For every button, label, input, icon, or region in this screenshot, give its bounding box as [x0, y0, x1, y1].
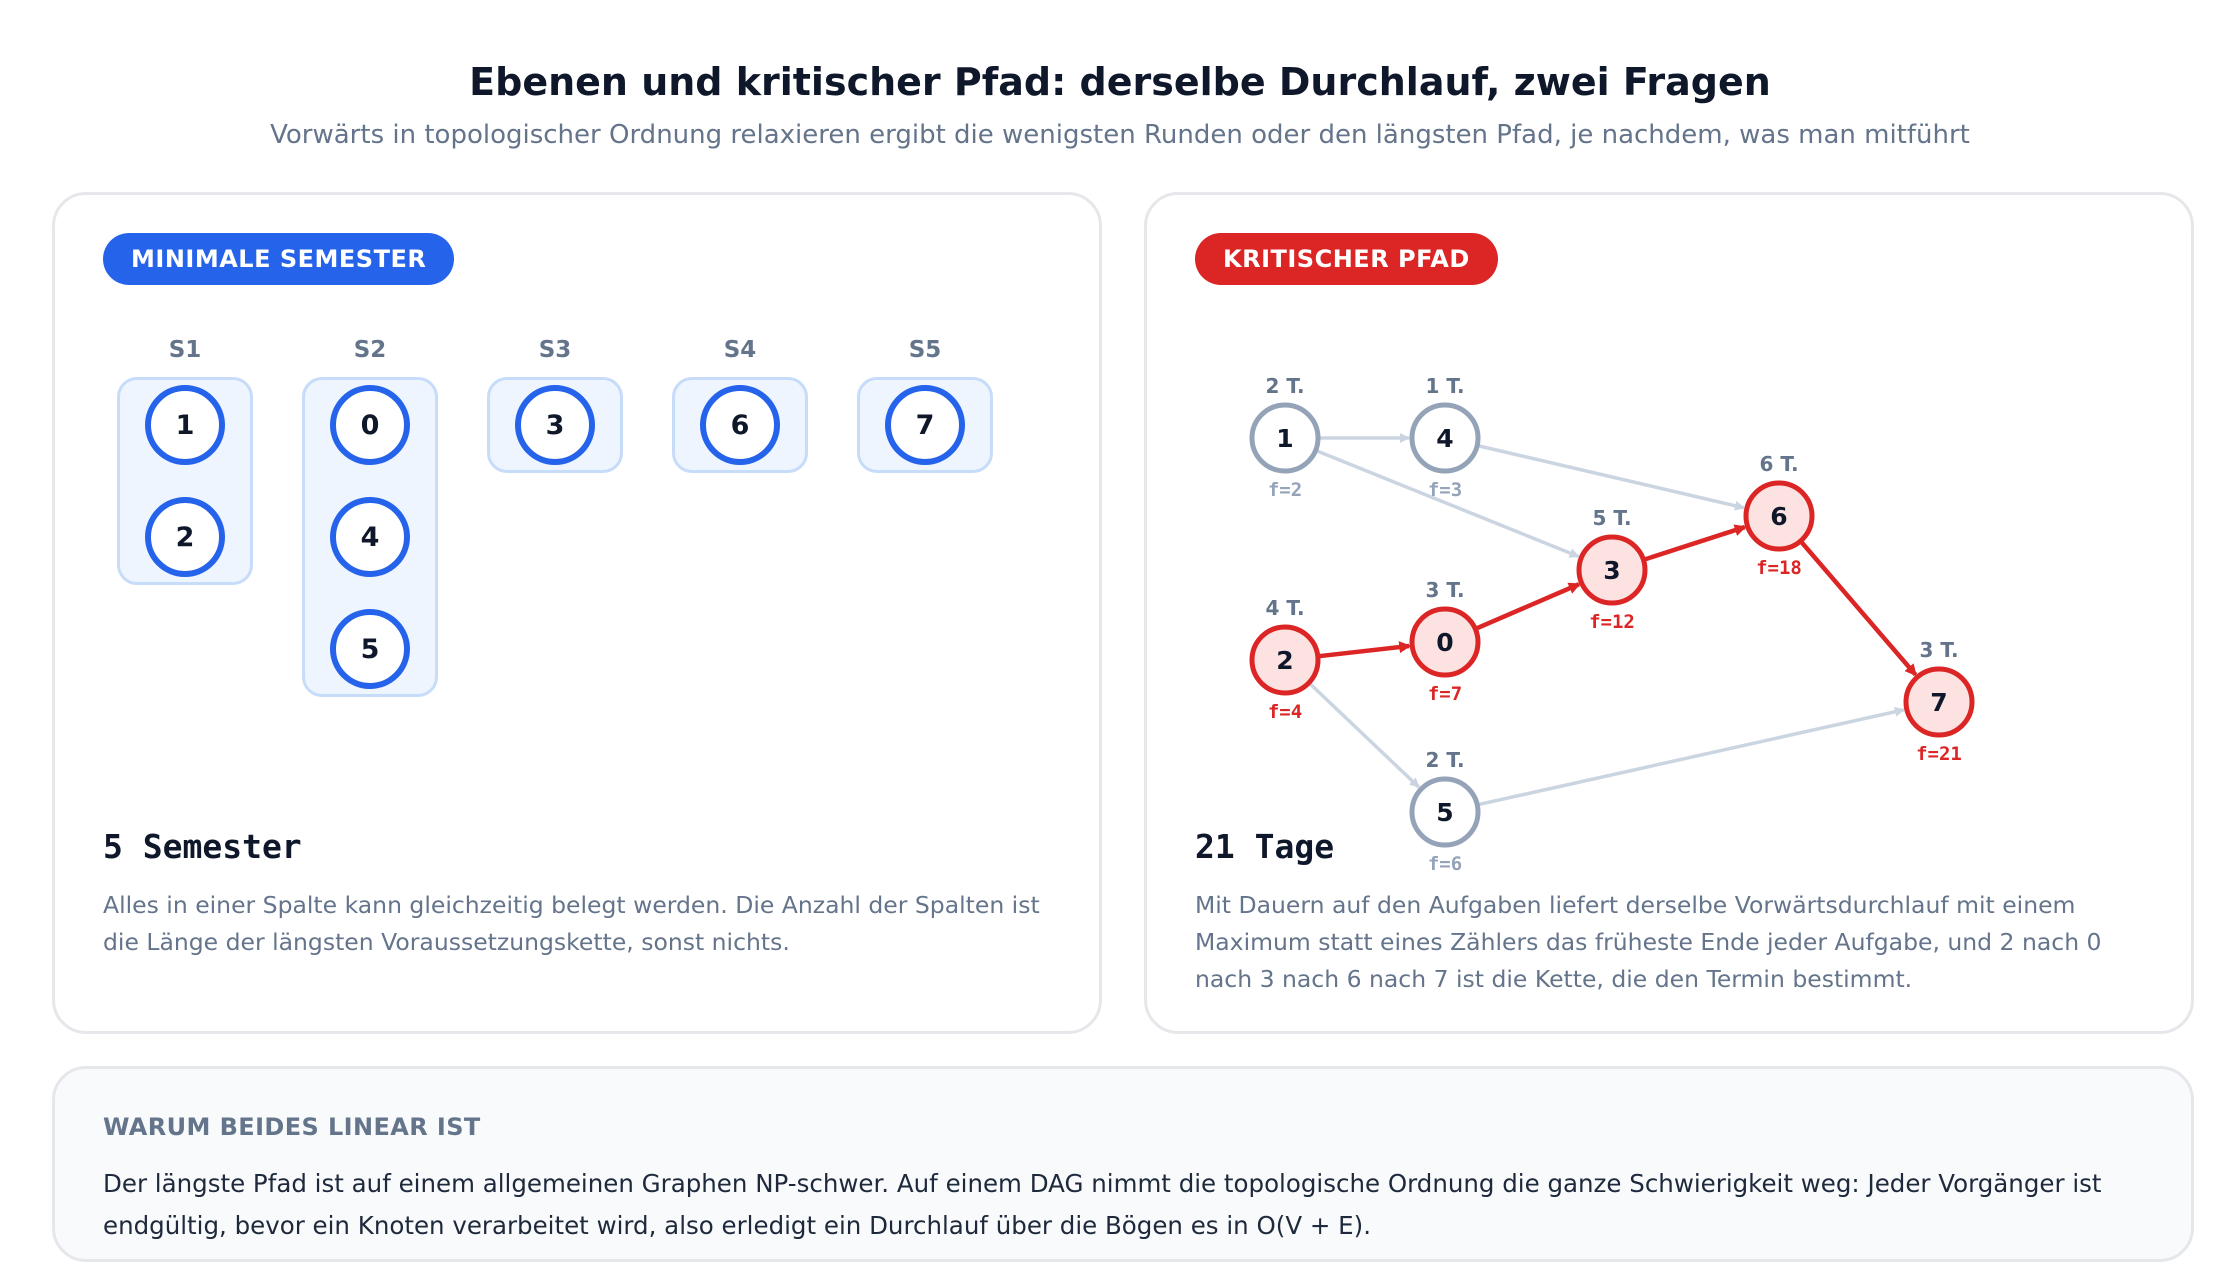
linear-explanation-text: Der längste Pfad ist auf einem allgemein…: [103, 1169, 2102, 1240]
semester-label-s1: S1: [168, 337, 202, 363]
critical-path-result: 21 Tage: [1195, 827, 1335, 866]
task-node-id: 2: [1276, 646, 1293, 675]
task-duration-label: 6 T.: [1759, 452, 1798, 476]
task-node-5: 5 2 T. f=6: [1409, 748, 1481, 875]
page-subtitle: Vorwärts in topologischer Ordnung relaxi…: [270, 120, 1970, 150]
task-finish-label: f=21: [1916, 743, 1962, 765]
task-node-circle-6: [1743, 480, 1815, 552]
task-duration-label: 2 T.: [1425, 748, 1464, 772]
task-node-id: 7: [1930, 688, 1947, 717]
task-duration-label: 1 T.: [1425, 374, 1464, 398]
task-node-circle-2: [1249, 624, 1321, 696]
task-finish-label: f=18: [1756, 557, 1802, 579]
task-node-id: 3: [1603, 556, 1620, 585]
task-node-circle-1: [1249, 402, 1321, 474]
critical-path-description: Mit Dauern auf den Aufgaben liefert ders…: [1195, 891, 2102, 993]
edge-3-6: [1642, 524, 1747, 562]
task-node-3: 3 5 T. f=12: [1576, 506, 1648, 633]
edge-6-7: [1798, 539, 1918, 677]
edge-1-3: [1314, 448, 1580, 559]
critical-path-panel: KRITISCHER PFAD 1 2 T. f=2 4 1 T. f=3 6 6 T. f=1…: [1144, 192, 2194, 1034]
task-node-circle-3: [1576, 534, 1648, 606]
task-node-7: 7 3 T. f=21: [1903, 638, 1975, 765]
task-duration-label: 5 T.: [1592, 506, 1631, 530]
task-node-circle-7: [1903, 666, 1975, 738]
task-finish-label: f=7: [1428, 683, 1462, 705]
semester-node-0: 0: [330, 385, 410, 465]
task-node-id: 4: [1436, 424, 1453, 453]
semester-result: 5 Semester: [103, 827, 302, 866]
task-finish-label: f=6: [1428, 853, 1462, 875]
critical-path-badge: KRITISCHER PFAD: [1195, 233, 1498, 285]
semester-description: Alles in einer Spalte kann gleichzeitig …: [103, 891, 1040, 956]
semester-label-s3: S3: [538, 337, 572, 363]
critical-path-graph: 1 2 T. f=2 4 1 T. f=3 6 6 T. f=18 3 5 T. f=12 2 4 T. f…: [1249, 374, 1975, 875]
task-finish-label: f=12: [1589, 611, 1635, 633]
task-finish-label: f=4: [1268, 701, 1302, 723]
edge-0-3: [1474, 582, 1581, 632]
semester-node-4: 4: [330, 497, 410, 577]
semester-label-s2: S2: [353, 337, 387, 363]
task-duration-label: 3 T.: [1425, 578, 1464, 602]
edge-5-7: [1476, 706, 1905, 807]
linear-explanation-card: WARUM BEIDES LINEAR IST Der längste Pfad…: [52, 1066, 2194, 1262]
semester-label-s4: S4: [723, 337, 757, 363]
min-semesters-badge: MINIMALE SEMESTER: [103, 233, 455, 285]
min-semesters-panel: MINIMALE SEMESTER S1 1 2 S2 0 4 5 S3 3 S4 6 S5 7 5 S…: [52, 192, 1102, 1034]
semester-node-1: 1: [145, 385, 225, 465]
task-node-circle-0: [1409, 606, 1481, 678]
task-node-circle-4: [1409, 402, 1481, 474]
task-finish-label: f=2: [1268, 479, 1302, 501]
task-node-2: 2 4 T. f=4: [1249, 596, 1321, 723]
task-node-id: 6: [1770, 502, 1787, 531]
task-node-circle-5: [1409, 776, 1481, 848]
linear-explanation-heading: WARUM BEIDES LINEAR IST: [103, 1113, 481, 1141]
task-node-4: 4 1 T. f=3: [1409, 374, 1481, 501]
semester-node-3: 3: [515, 385, 595, 465]
edge-2-0: [1317, 641, 1412, 659]
semester-label-s5: S5: [908, 337, 942, 363]
semester-node-7: 7: [885, 385, 965, 465]
task-duration-label: 3 T.: [1919, 638, 1958, 662]
task-node-id: 1: [1276, 424, 1293, 453]
semester-node-6: 6: [700, 385, 780, 465]
task-node-0: 0 3 T. f=7: [1409, 578, 1481, 705]
edge-2-5: [1307, 681, 1421, 789]
task-duration-label: 4 T.: [1265, 596, 1304, 620]
task-node-id: 5: [1436, 798, 1453, 827]
task-node-6: 6 6 T. f=18: [1743, 452, 1815, 579]
semester-node-5: 5: [330, 609, 410, 689]
page-title: Ebenen und kritischer Pfad: derselbe Dur…: [469, 60, 1771, 104]
edge-4-6: [1476, 443, 1745, 511]
task-duration-label: 2 T.: [1265, 374, 1304, 398]
task-node-1: 1 2 T. f=2: [1249, 374, 1321, 501]
task-node-id: 0: [1436, 628, 1453, 657]
semester-node-2: 2: [145, 497, 225, 577]
task-finish-label: f=3: [1428, 479, 1462, 501]
